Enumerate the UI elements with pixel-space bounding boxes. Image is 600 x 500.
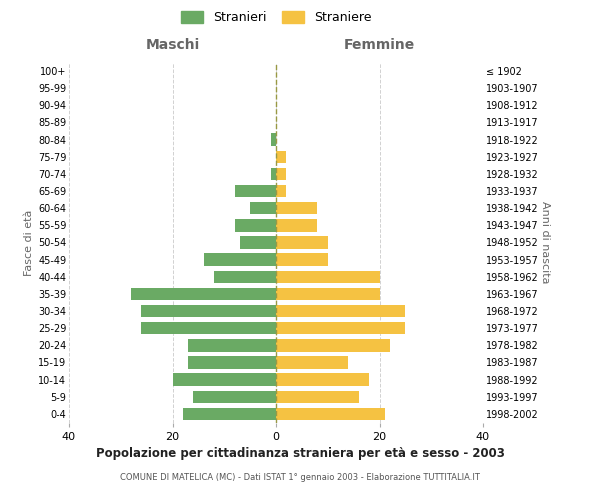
Bar [250, 202, 276, 214]
Bar [276, 288, 380, 300]
Bar [276, 236, 328, 248]
Bar [173, 374, 276, 386]
Bar [235, 185, 276, 197]
Bar [276, 185, 286, 197]
Bar [188, 356, 276, 368]
Text: Popolazione per cittadinanza straniera per età e sesso - 2003: Popolazione per cittadinanza straniera p… [95, 448, 505, 460]
Bar [276, 270, 380, 283]
Text: Maschi: Maschi [145, 38, 200, 52]
Bar [271, 168, 276, 180]
Bar [276, 408, 385, 420]
Bar [142, 322, 276, 334]
Bar [276, 305, 406, 317]
Bar [276, 254, 328, 266]
Text: COMUNE DI MATELICA (MC) - Dati ISTAT 1° gennaio 2003 - Elaborazione TUTTITALIA.I: COMUNE DI MATELICA (MC) - Dati ISTAT 1° … [120, 472, 480, 482]
Bar [193, 390, 276, 403]
Bar [142, 305, 276, 317]
Bar [188, 339, 276, 351]
Y-axis label: Fasce di età: Fasce di età [23, 210, 34, 276]
Bar [276, 339, 390, 351]
Bar [276, 219, 317, 232]
Bar [271, 134, 276, 146]
Bar [235, 219, 276, 232]
Legend: Stranieri, Straniere: Stranieri, Straniere [181, 11, 371, 24]
Bar [183, 408, 276, 420]
Bar [131, 288, 276, 300]
Text: Femmine: Femmine [344, 38, 415, 52]
Bar [276, 356, 349, 368]
Bar [276, 374, 369, 386]
Bar [203, 254, 276, 266]
Y-axis label: Anni di nascita: Anni di nascita [540, 201, 550, 284]
Bar [276, 150, 286, 163]
Bar [214, 270, 276, 283]
Bar [240, 236, 276, 248]
Bar [276, 390, 359, 403]
Bar [276, 168, 286, 180]
Bar [276, 322, 406, 334]
Bar [276, 202, 317, 214]
